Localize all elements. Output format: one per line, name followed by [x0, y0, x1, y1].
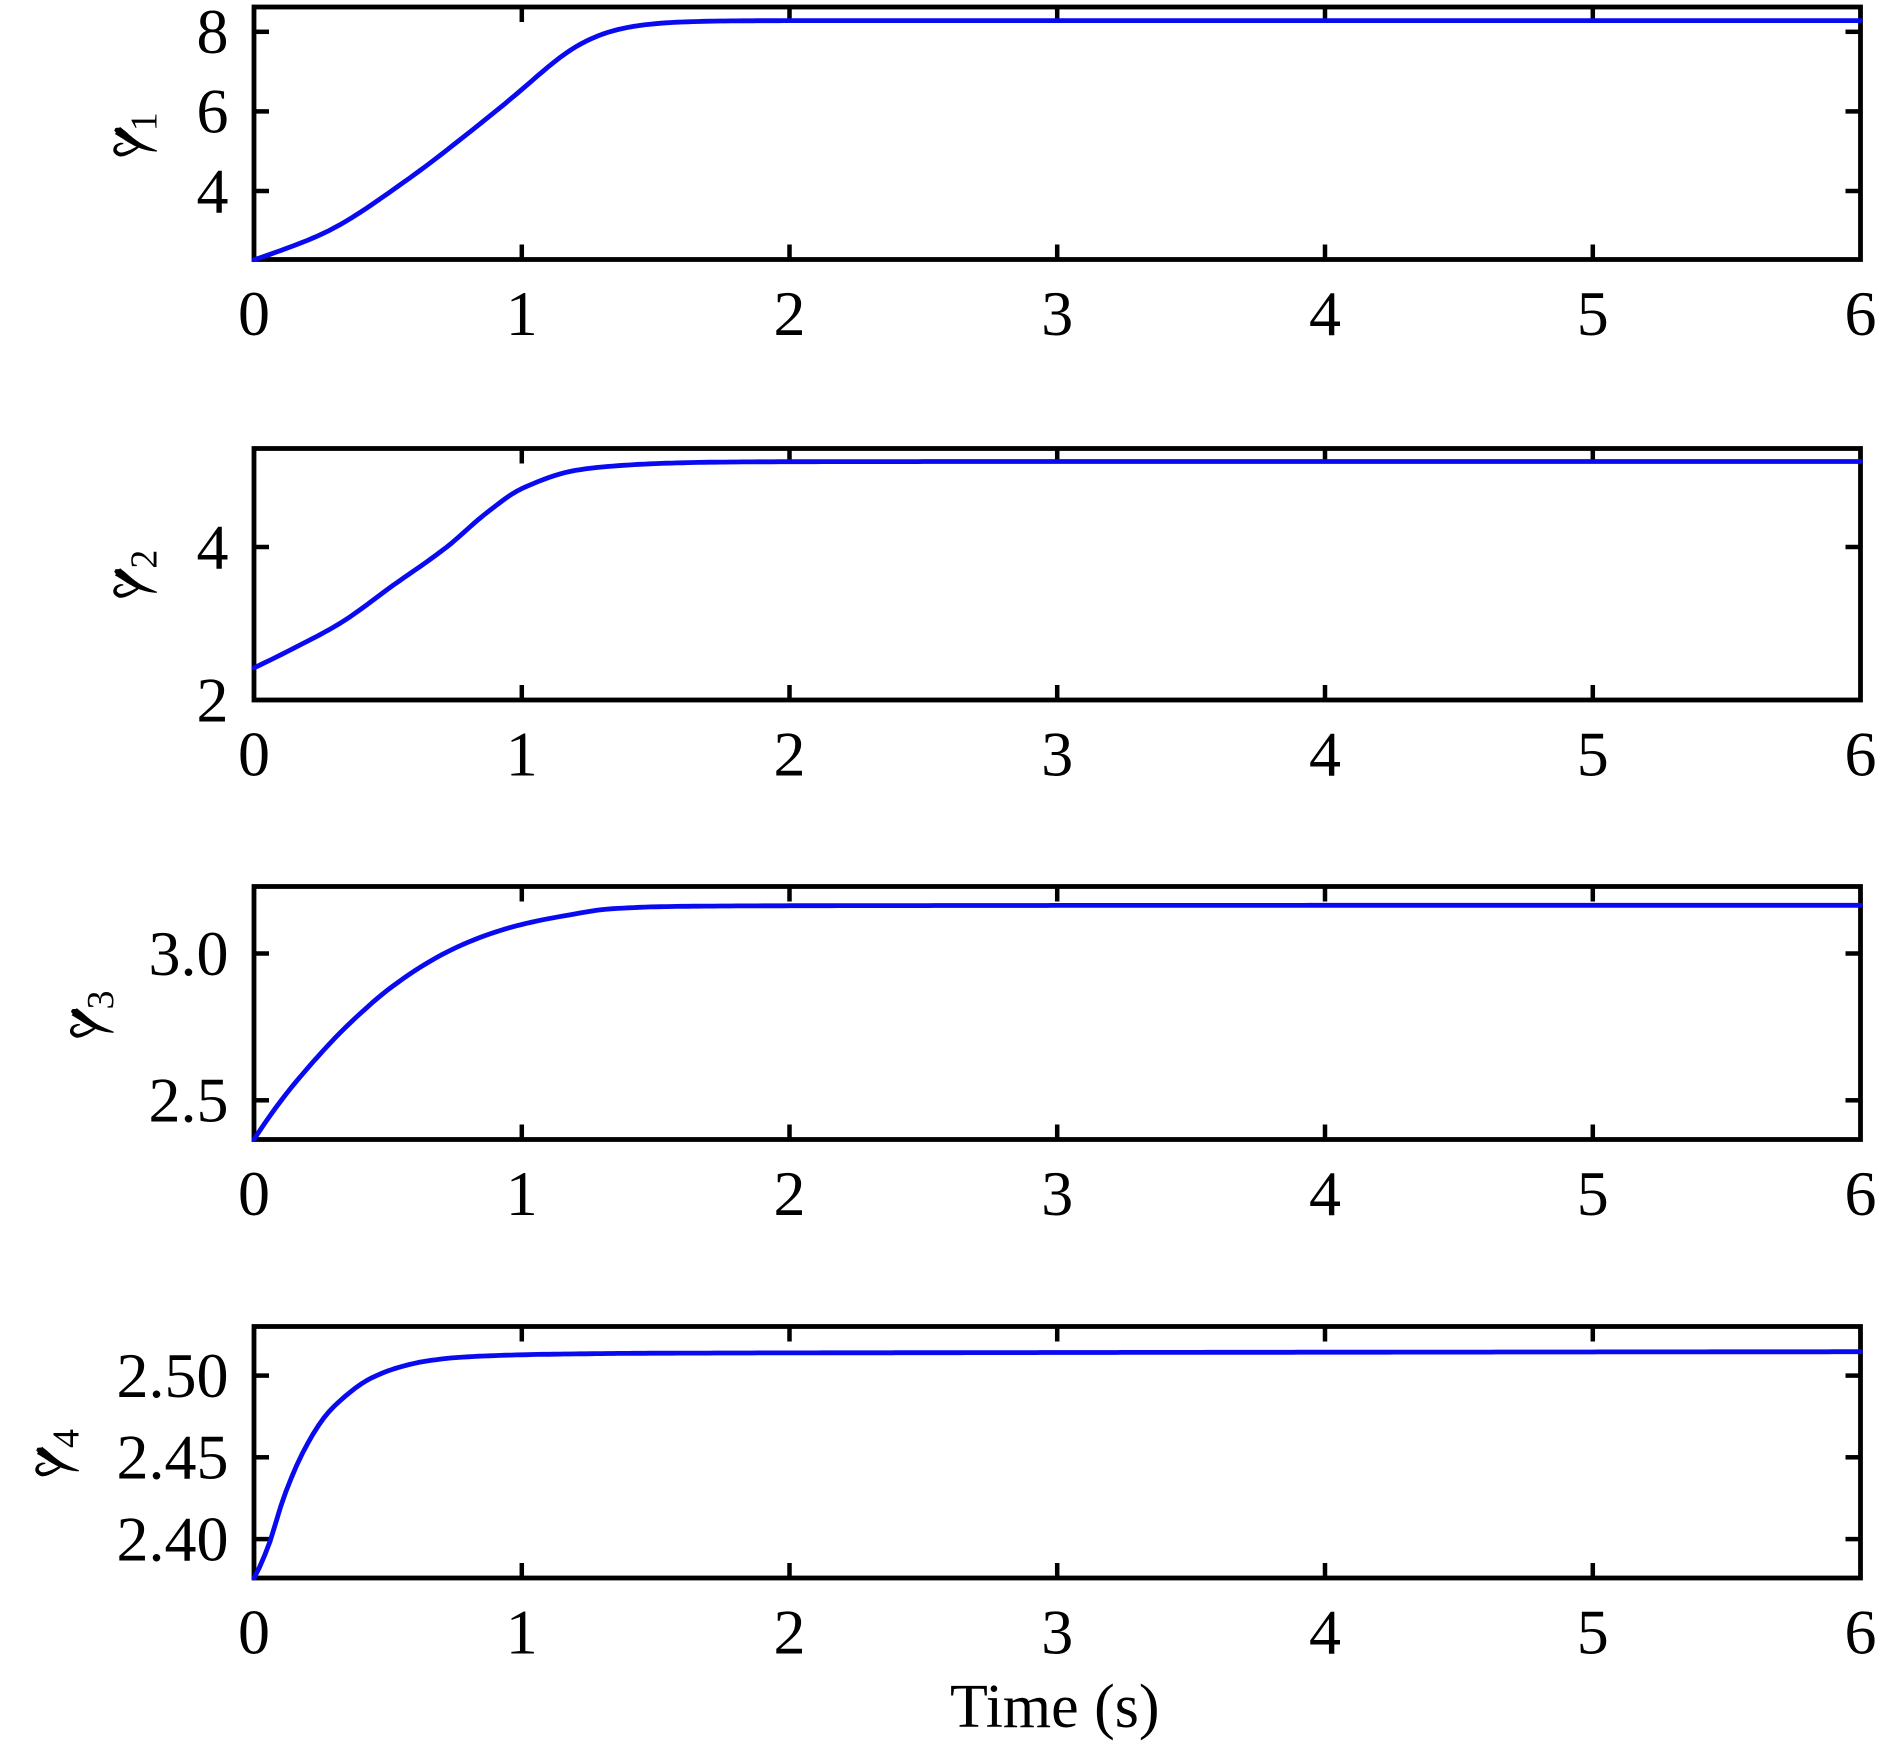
svg-text:6: 6: [1845, 278, 1877, 349]
svg-text:4: 4: [1309, 278, 1341, 349]
svg-text:5: 5: [1577, 278, 1609, 349]
svg-text:2.5: 2.5: [149, 1065, 229, 1136]
svg-text:4: 4: [197, 155, 229, 226]
svg-text:3: 3: [1041, 278, 1073, 349]
svg-text:2.50: 2.50: [117, 1340, 229, 1411]
svg-text:6: 6: [1845, 1597, 1877, 1668]
svg-text:8: 8: [197, 0, 229, 67]
svg-text:2: 2: [774, 278, 806, 349]
svg-text:3.0: 3.0: [149, 918, 229, 989]
svg-text:Time (s): Time (s): [950, 1673, 1160, 1741]
svg-text:3: 3: [1041, 719, 1073, 790]
svg-text:4: 4: [45, 1429, 87, 1448]
svg-text:4: 4: [1309, 1597, 1341, 1668]
svg-text:2: 2: [123, 550, 165, 569]
svg-text:5: 5: [1577, 719, 1609, 790]
svg-text:6: 6: [197, 76, 229, 147]
svg-text:0: 0: [238, 1597, 270, 1668]
svg-text:2: 2: [774, 1158, 806, 1229]
svg-text:5: 5: [1577, 1597, 1609, 1668]
svg-text:1: 1: [506, 1597, 538, 1668]
svg-text:2.45: 2.45: [117, 1422, 229, 1493]
svg-text:2: 2: [774, 1597, 806, 1668]
svg-text:1: 1: [506, 1158, 538, 1229]
svg-text:1: 1: [506, 719, 538, 790]
svg-text:3: 3: [1041, 1597, 1073, 1668]
svg-text:3: 3: [1041, 1158, 1073, 1229]
svg-text:4: 4: [1309, 1158, 1341, 1229]
svg-text:1: 1: [123, 112, 165, 131]
svg-text:6: 6: [1845, 719, 1877, 790]
svg-text:1: 1: [506, 278, 538, 349]
svg-text:2.40: 2.40: [117, 1503, 229, 1574]
svg-text:4: 4: [1309, 719, 1341, 790]
svg-text:0: 0: [238, 1158, 270, 1229]
svg-text:4: 4: [197, 511, 229, 582]
svg-text:5: 5: [1577, 1158, 1609, 1229]
svg-text:0: 0: [238, 278, 270, 349]
svg-text:2: 2: [774, 719, 806, 790]
svg-text:2: 2: [197, 664, 229, 735]
svg-text:6: 6: [1845, 1158, 1877, 1229]
svg-text:0: 0: [238, 719, 270, 790]
svg-text:3: 3: [80, 991, 122, 1010]
